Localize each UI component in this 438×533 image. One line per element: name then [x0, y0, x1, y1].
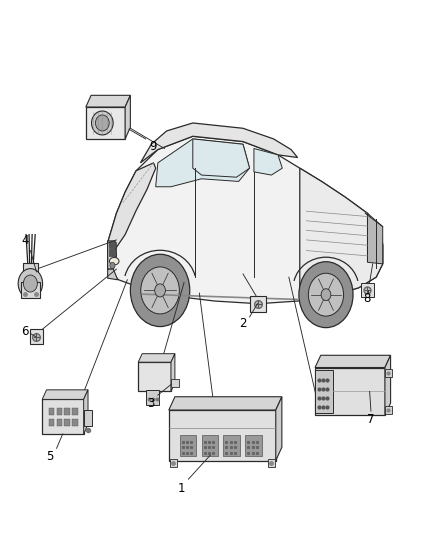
Bar	[171, 379, 179, 387]
Bar	[180, 435, 196, 456]
Text: 5: 5	[46, 450, 54, 463]
Circle shape	[23, 275, 37, 292]
Polygon shape	[169, 397, 282, 410]
Circle shape	[321, 289, 331, 301]
Polygon shape	[141, 123, 297, 163]
Bar	[64, 408, 70, 415]
Polygon shape	[108, 136, 383, 304]
Bar	[21, 282, 40, 298]
Bar	[49, 419, 54, 426]
Text: 8: 8	[363, 292, 370, 305]
Bar	[268, 459, 275, 467]
Bar	[169, 410, 276, 461]
Bar	[315, 370, 333, 413]
Text: 4: 4	[21, 235, 28, 247]
Polygon shape	[86, 95, 131, 107]
Polygon shape	[385, 356, 391, 415]
Bar	[22, 263, 38, 273]
Polygon shape	[276, 397, 282, 461]
Polygon shape	[254, 149, 283, 175]
Bar	[245, 435, 262, 456]
Bar	[84, 410, 92, 426]
Polygon shape	[108, 163, 155, 251]
Bar	[201, 435, 218, 456]
Polygon shape	[193, 139, 250, 177]
Circle shape	[299, 262, 353, 328]
Circle shape	[131, 254, 190, 327]
Bar	[72, 408, 78, 415]
Bar	[315, 368, 385, 415]
Circle shape	[110, 262, 115, 269]
Polygon shape	[125, 95, 131, 139]
Bar	[64, 419, 70, 426]
Bar	[170, 459, 177, 467]
Polygon shape	[300, 168, 383, 298]
Bar	[109, 242, 116, 248]
Text: 3: 3	[148, 397, 155, 410]
Polygon shape	[108, 241, 117, 269]
Bar	[385, 369, 392, 376]
Text: 1: 1	[177, 482, 185, 495]
Text: 7: 7	[367, 413, 374, 425]
Polygon shape	[138, 354, 175, 362]
Bar	[361, 283, 374, 297]
Bar	[109, 249, 116, 256]
Bar	[86, 107, 125, 139]
Bar	[57, 408, 62, 415]
Polygon shape	[171, 354, 175, 391]
Text: 6: 6	[21, 325, 28, 338]
Bar	[72, 419, 78, 426]
Circle shape	[308, 273, 343, 316]
Polygon shape	[155, 139, 250, 187]
Ellipse shape	[95, 115, 109, 131]
Bar	[49, 408, 54, 415]
Circle shape	[18, 269, 42, 298]
Bar	[146, 390, 159, 405]
Bar	[385, 406, 392, 414]
Bar	[138, 362, 171, 391]
Circle shape	[141, 267, 179, 314]
Ellipse shape	[92, 111, 113, 135]
Polygon shape	[315, 356, 391, 368]
Polygon shape	[367, 213, 383, 264]
Bar	[29, 329, 43, 344]
Bar	[223, 435, 240, 456]
Polygon shape	[42, 390, 88, 399]
Ellipse shape	[110, 257, 119, 265]
Circle shape	[155, 284, 166, 297]
Text: 2: 2	[239, 317, 247, 330]
Text: 9: 9	[149, 140, 156, 153]
Polygon shape	[108, 269, 118, 280]
Bar	[42, 399, 84, 434]
Polygon shape	[84, 390, 88, 434]
Bar	[251, 296, 266, 312]
Bar	[57, 419, 62, 426]
